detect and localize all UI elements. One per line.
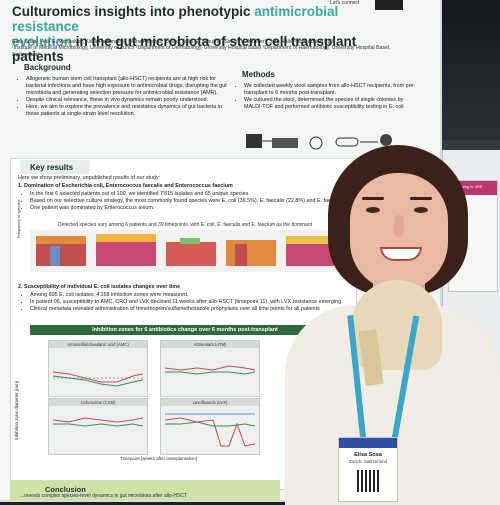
methods-heading: Methods — [242, 70, 275, 79]
key-results-tab — [20, 160, 90, 174]
list-item: Here, we aim to explore the prevalence a… — [26, 104, 236, 118]
title-highlight-2: evolution — [12, 34, 72, 49]
chart1-y-axis: Frequency of species — [16, 199, 21, 238]
maldi-icon — [309, 136, 323, 150]
badge-affiliation: Zurich, Switzerland — [348, 459, 388, 464]
culture-plate-icon — [272, 138, 298, 148]
contact-qr-code — [375, 0, 403, 10]
colony-icon — [380, 134, 392, 146]
result2-heading: 2. Susceptibility of individual E. coli … — [18, 284, 181, 290]
methods-workflow-diagram — [246, 134, 392, 150]
lvx-inhibition-chart: Levofloxacin (LVX) — [160, 398, 260, 455]
badge-header — [339, 438, 397, 448]
result1-list: In the first 6 selected patients out of … — [22, 191, 355, 212]
presenter-nose — [394, 215, 404, 237]
species-stacked-bar-chart — [30, 230, 340, 272]
name-badge: Elisa Sosa Zurich, Switzerland — [338, 437, 398, 502]
left-eye — [366, 207, 380, 213]
amc-lines — [52, 371, 144, 387]
patient-group-2 — [96, 234, 156, 266]
poster-title: Culturomics insights into phenotypic ant… — [12, 4, 392, 64]
badge-qr-code — [357, 470, 379, 492]
list-item: We cultured the stool, determined the sp… — [244, 97, 419, 111]
author-list: Elisa Sosa¹, Ana G. Monsalve¹, Klara Hal… — [12, 39, 412, 58]
patient-group-5 — [286, 236, 334, 266]
conclusion-heading: Conclusion — [45, 485, 86, 494]
badge-name: Elisa Sosa — [354, 452, 382, 458]
presenter-person: Elisa Sosa Zurich, Switzerland — [270, 145, 500, 505]
background-heading: Background — [24, 63, 71, 72]
right-eyebrow — [410, 197, 432, 200]
patient-group-1 — [36, 236, 86, 266]
result1-heading: 1. Domination of Escherichia coli, Enter… — [18, 183, 233, 189]
list-item: In the first 6 selected patients out of … — [30, 191, 355, 198]
list-item: Clinical metadata revealed administratio… — [30, 306, 355, 313]
list-item: Based on our selective culture strategy,… — [30, 198, 355, 205]
authors-text: Elisa Sosa¹, Ana G. Monsalve¹, Klara Hal… — [12, 39, 335, 45]
inhibition-zones-title: Inhibition zones for 6 antibiotics chang… — [30, 325, 340, 335]
atm-inhibition-chart: Aztreonam (ATM) — [160, 340, 260, 397]
title-part: Culturomics insights into phenotypic — [12, 4, 255, 19]
list-item: In patient 06, susceptibility to AMC, CR… — [30, 299, 355, 306]
neighbouring-poster-label: Screening in VRE — [451, 184, 483, 189]
minichart-title: Aztreonam (ATM) — [161, 341, 259, 348]
left-eyebrow — [362, 197, 384, 200]
lvx-lines — [164, 413, 256, 447]
inhibition-x-axis-label: Timepoint [weeks after transplantation] — [120, 456, 198, 461]
cxm-inhibition-chart: Cefuroxime (CXM) — [48, 398, 148, 455]
contact-label: Let's connect — [330, 0, 360, 6]
species-chart-bars — [36, 234, 334, 266]
conclusion-text: ...reveals complex species-level dynamic… — [20, 493, 188, 499]
right-eye — [414, 207, 428, 213]
background-list: Allogeneic human stem cell transplant (a… — [18, 76, 236, 119]
patient-group-3 — [166, 238, 216, 266]
species-chart-title: Detected species vary among 6 patients a… — [57, 222, 313, 228]
key-results-intro: Here we show preliminary, unpublished re… — [18, 175, 161, 181]
list-item: One patient was dominated by Enterococcu… — [30, 205, 355, 212]
amc-inhibition-chart: Amoxicillin/clavulanic acid (AMC) — [48, 340, 148, 397]
stool-sample-icon — [246, 134, 262, 148]
patient-group-4 — [226, 240, 276, 266]
list-item: Despite clinical relevance, these in viv… — [26, 97, 236, 104]
list-item: Among 695 E. coli isolates, 4'168 inhibi… — [30, 292, 355, 299]
methods-list: We collected weekly stool samples from a… — [236, 83, 419, 111]
list-item: Allogeneic human stem cell transplant (a… — [26, 76, 236, 97]
inhibition-y-axis-label: Inhibition zone diameter [mm] — [14, 380, 19, 440]
conclusion-panel: Conclusion ...reveals complex species-le… — [10, 480, 280, 500]
minichart-title: Cefuroxime (CXM) — [49, 399, 147, 406]
result2-list: Among 695 E. coli isolates, 4'168 inhibi… — [22, 292, 355, 313]
title-part-2: in the gut microbiota of stem cell trans… — [12, 34, 357, 64]
list-item: We collected weekly stool samples from a… — [244, 83, 419, 97]
title-highlight: antimicrobial resistance — [12, 4, 339, 34]
minichart-title: Levofloxacin (LVX) — [161, 399, 259, 406]
petri-dish-icon — [335, 137, 359, 147]
affiliations-text: ¹Institute of Medical Microbiology, Univ… — [12, 45, 391, 58]
cxm-lines — [52, 417, 144, 427]
key-results-heading: Key results — [30, 163, 74, 172]
atm-lines — [164, 365, 256, 375]
minichart-title: Amoxicillin/clavulanic acid (AMC) — [49, 341, 147, 348]
